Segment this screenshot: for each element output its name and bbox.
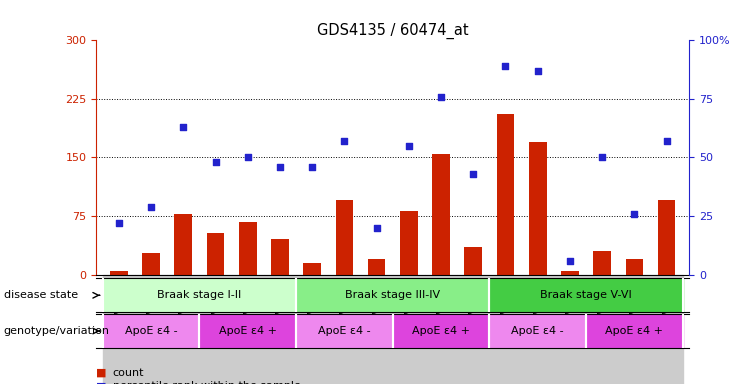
Text: genotype/variation: genotype/variation (4, 326, 110, 336)
Text: Braak stage I-II: Braak stage I-II (157, 290, 242, 300)
Text: ApoE ε4 -: ApoE ε4 - (124, 326, 177, 336)
Point (468, 171, 479, 177)
Bar (207, 233, 225, 275)
Point (628, 210, 640, 217)
Bar (658, 200, 676, 275)
Point (113, 220, 124, 226)
Bar (110, 271, 127, 275)
Text: disease state: disease state (4, 290, 78, 300)
Text: percentile rank within the sample: percentile rank within the sample (113, 381, 301, 384)
Bar (529, 142, 547, 275)
Bar (232, 275, 264, 384)
Point (242, 154, 253, 161)
Bar (496, 114, 514, 275)
Bar (400, 210, 418, 275)
Bar (457, 275, 489, 384)
Bar (103, 275, 135, 384)
Text: ■: ■ (96, 368, 107, 378)
Bar (432, 154, 450, 275)
Point (661, 138, 673, 144)
Point (499, 63, 511, 69)
Point (274, 164, 286, 170)
Bar (336, 200, 353, 275)
Bar (522, 275, 554, 384)
Bar (303, 263, 321, 275)
Point (532, 68, 544, 74)
Text: ApoE ε4 +: ApoE ε4 + (605, 326, 663, 336)
Point (210, 159, 222, 165)
Bar (489, 275, 522, 384)
Bar (174, 214, 192, 275)
Text: Braak stage III-IV: Braak stage III-IV (345, 290, 440, 300)
Point (145, 204, 157, 210)
Text: ApoE ε4 +: ApoE ε4 + (219, 326, 276, 336)
Bar (264, 275, 296, 384)
Text: ApoE ε4 -: ApoE ε4 - (318, 326, 370, 336)
Text: ■: ■ (96, 381, 107, 384)
Bar (393, 275, 425, 384)
Point (370, 225, 382, 231)
Point (597, 154, 608, 161)
Text: ApoE ε4 -: ApoE ε4 - (511, 326, 564, 336)
Text: count: count (113, 368, 144, 378)
Title: GDS4135 / 60474_at: GDS4135 / 60474_at (317, 23, 468, 39)
Bar (651, 275, 682, 384)
Point (177, 124, 189, 130)
Bar (594, 251, 611, 275)
Bar (465, 247, 482, 275)
Bar (368, 259, 385, 275)
Bar (328, 275, 361, 384)
Bar (561, 271, 579, 275)
Bar (296, 275, 328, 384)
Bar (135, 275, 167, 384)
Bar (625, 259, 643, 275)
Bar (167, 275, 199, 384)
Point (306, 164, 318, 170)
Point (435, 93, 447, 99)
Point (403, 143, 415, 149)
Text: Braak stage V-VI: Braak stage V-VI (540, 290, 632, 300)
Bar (361, 275, 393, 384)
Bar (425, 275, 457, 384)
Bar (142, 253, 160, 275)
Bar (554, 275, 586, 384)
Bar (199, 275, 232, 384)
Point (339, 138, 350, 144)
Bar (271, 240, 289, 275)
Bar (239, 222, 256, 275)
Text: ApoE ε4 +: ApoE ε4 + (412, 326, 470, 336)
Bar (618, 275, 651, 384)
Point (564, 257, 576, 263)
Bar (586, 275, 618, 384)
